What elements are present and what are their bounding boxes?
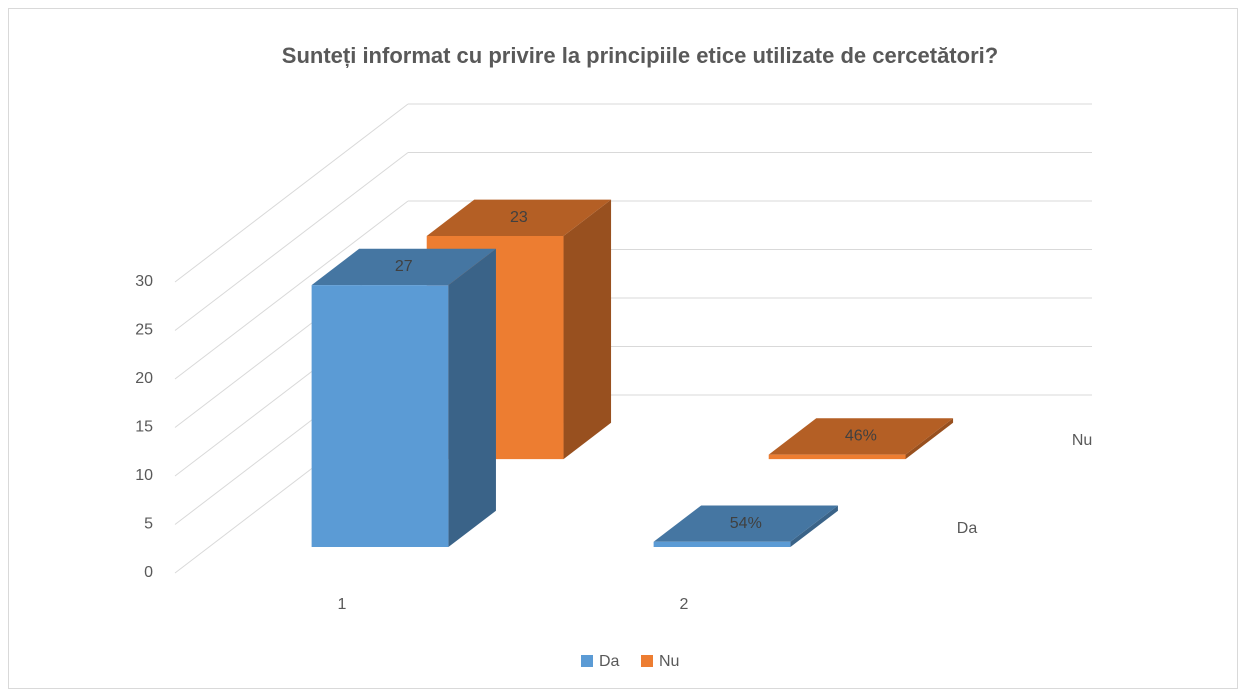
bar-side	[563, 199, 612, 460]
legend-label: Da	[599, 653, 620, 670]
grid-line	[174, 103, 409, 283]
chart-title: Sunteți informat cu privire la principii…	[282, 43, 998, 68]
bar	[311, 285, 449, 548]
data-label: 23	[510, 209, 528, 226]
depth-axis-label: Nu	[1072, 432, 1092, 449]
chart-border	[8, 8, 1238, 689]
depth-axis-label: Da	[957, 520, 978, 537]
bar-top	[426, 199, 612, 236]
x-tick-label: 1	[338, 596, 347, 613]
data-label: 54%	[730, 515, 762, 532]
y-tick-label: 25	[135, 322, 153, 339]
grid-line	[174, 152, 409, 331]
y-tick-label: 20	[135, 370, 153, 387]
legend-swatch	[641, 655, 653, 667]
bar-side	[448, 248, 496, 548]
y-tick-label: 10	[135, 467, 153, 484]
legend-label: Nu	[659, 653, 679, 670]
y-tick-label: 30	[135, 273, 153, 290]
legend-swatch	[581, 655, 593, 667]
y-tick-label: 0	[144, 564, 153, 581]
data-label: 27	[395, 258, 413, 275]
bar-top	[768, 418, 954, 455]
bar	[768, 454, 906, 460]
bar	[653, 541, 791, 548]
legend: Da Nu	[581, 653, 679, 670]
bar-top	[653, 505, 838, 542]
bar-side	[790, 505, 838, 548]
y-tick-label: 5	[144, 516, 153, 533]
y-tick-label: 15	[135, 419, 153, 436]
x-tick-label: 2	[680, 596, 689, 613]
bar-top	[311, 248, 496, 286]
grid-line	[174, 200, 409, 380]
data-label: 46%	[845, 428, 877, 445]
bar-side	[905, 418, 954, 460]
